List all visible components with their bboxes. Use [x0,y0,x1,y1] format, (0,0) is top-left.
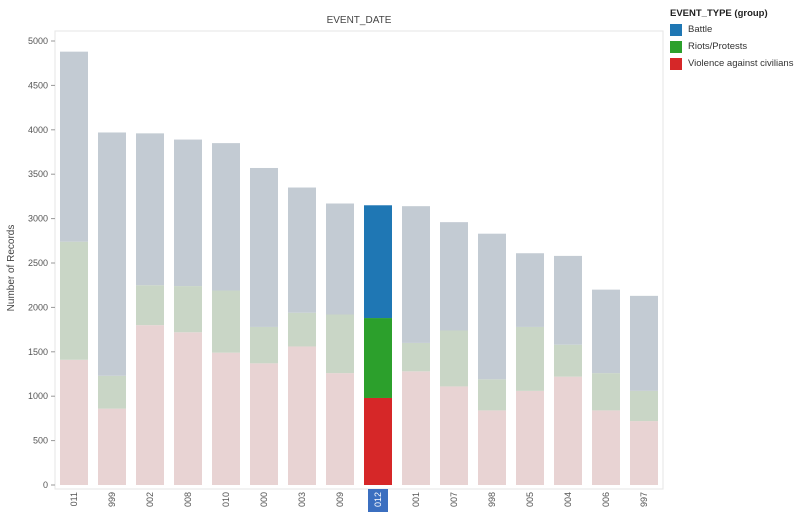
chart-title: EVENT_DATE [327,15,392,26]
y-tick-label: 2000 [28,302,48,312]
bar-segment-battle-007[interactable] [440,222,468,331]
x-tick-label[interactable]: 003 [297,492,307,507]
bar-segment-violence-against-civilians-999[interactable] [98,408,126,485]
legend-label-riots-protests: Riots/Protests [688,41,748,52]
bar-segment-violence-against-civilians-997[interactable] [630,421,658,485]
x-tick-label[interactable]: 000 [259,492,269,507]
y-tick-label: 500 [33,436,48,446]
bar-segment-battle-011[interactable] [60,51,88,242]
bar-segment-battle-012[interactable] [364,205,392,319]
x-axis: 011 999 002 008 010 000 003 009 012 001 007 998 005 0… [69,489,649,512]
bar-segment-battle-998[interactable] [478,233,506,380]
bar-segment-violence-against-civilians-006[interactable] [592,410,620,485]
bar-segment-battle-010[interactable] [212,143,240,291]
bar-segment-battle-002[interactable] [136,133,164,286]
x-tick-highlight [368,489,388,512]
bar-segment-battle-004[interactable] [554,255,582,345]
bar-segment-riots-protests-008[interactable] [174,286,202,333]
legend-label-battle: Battle [688,24,713,35]
x-tick-label[interactable]: 999 [107,492,117,507]
bar-segment-violence-against-civilians-004[interactable] [554,376,582,485]
bar-segment-riots-protests-005[interactable] [516,326,544,391]
bar-segment-riots-protests-999[interactable] [98,375,126,409]
bar-segment-battle-003[interactable] [288,187,316,313]
y-tick-label: 3500 [28,169,48,179]
bar-segment-violence-against-civilians-011[interactable] [60,359,88,485]
y-tick-label: 2500 [28,258,48,268]
x-tick-label[interactable]: 006 [601,492,611,507]
x-tick-label[interactable]: 009 [335,492,345,507]
y-tick-label: 1500 [28,347,48,357]
y-tick-label: 3000 [28,214,48,224]
y-axis: 0 500 1000 1500 2000 2500 3000 3500 4000 4500 5000 [28,36,55,490]
x-tick-label[interactable]: 002 [145,492,155,507]
bar-segment-violence-against-civilians-005[interactable] [516,390,544,485]
bar-segment-riots-protests-998[interactable] [478,379,506,411]
x-tick-label[interactable]: 007 [449,492,459,507]
bar-segment-riots-protests-003[interactable] [288,312,316,347]
bar-segment-violence-against-civilians-001[interactable] [402,371,430,485]
x-tick-label[interactable]: 012 [373,492,383,507]
bar-segment-riots-protests-009[interactable] [326,314,354,374]
bar-segment-riots-protests-010[interactable] [212,290,240,353]
bar-segment-violence-against-civilians-010[interactable] [212,352,240,485]
bars-group [60,51,658,485]
bar-segment-riots-protests-007[interactable] [440,330,468,387]
x-tick-label[interactable]: 005 [525,492,535,507]
bar-segment-riots-protests-011[interactable] [60,241,88,360]
x-tick-label[interactable]: 011 [69,492,79,506]
x-tick-label[interactable]: 004 [563,492,573,507]
legend-swatch-riots-protests [670,40,682,53]
x-tick-label[interactable]: 997 [639,492,649,507]
plot-frame [54,30,664,490]
bar-segment-violence-against-civilians-008[interactable] [174,332,202,485]
bar-segment-riots-protests-012[interactable] [364,318,392,398]
bar-segment-battle-009[interactable] [326,203,354,315]
bar-segment-riots-protests-001[interactable] [402,342,430,372]
bar-segment-riots-protests-997[interactable] [630,390,658,422]
bar-segment-violence-against-civilians-012[interactable] [364,397,392,485]
legend-item-violence-against-civilians[interactable]: Violence against civilians [670,56,811,71]
bar-segment-violence-against-civilians-009[interactable] [326,373,354,485]
x-tick-label[interactable]: 998 [487,492,497,507]
x-tick-label[interactable]: 008 [183,492,193,507]
bar-segment-battle-999[interactable] [98,132,126,376]
bar-segment-battle-001[interactable] [402,206,430,343]
legend-title: EVENT_TYPE (group) [670,8,768,19]
x-tick-label[interactable]: 001 [411,492,421,507]
x-tick-label[interactable]: 010 [221,492,231,507]
legend-label-violence-against-civilians: Violence against civilians [688,58,794,69]
bar-segment-riots-protests-000[interactable] [250,326,278,364]
y-tick-label: 5000 [28,36,48,46]
bar-segment-riots-protests-004[interactable] [554,344,582,377]
bar-segment-violence-against-civilians-003[interactable] [288,346,316,485]
y-axis-title: Number of Records [6,225,17,312]
legend: EVENT_TYPE (group) Battle Riots/Protests… [670,8,811,73]
bar-segment-violence-against-civilians-000[interactable] [250,363,278,485]
bar-segment-battle-000[interactable] [250,167,278,327]
legend-item-battle[interactable]: Battle [670,22,811,37]
bar-segment-battle-997[interactable] [630,295,658,391]
bar-segment-riots-protests-006[interactable] [592,373,620,411]
y-tick-label: 4000 [28,125,48,135]
y-tick-label: 4500 [28,80,48,90]
bar-segment-riots-protests-002[interactable] [136,285,164,326]
legend-swatch-violence-against-civilians [670,57,682,70]
y-tick-label: 0 [43,480,48,490]
bar-segment-violence-against-civilians-002[interactable] [136,325,164,485]
y-tick-label: 1000 [28,391,48,401]
legend-item-riots-protests[interactable]: Riots/Protests [670,39,811,54]
bar-segment-battle-006[interactable] [592,289,620,374]
bar-segment-battle-005[interactable] [516,253,544,327]
bar-segment-violence-against-civilians-007[interactable] [440,386,468,485]
bar-segment-violence-against-civilians-998[interactable] [478,410,506,485]
legend-swatch-battle [670,23,682,36]
bar-segment-battle-008[interactable] [174,139,202,287]
